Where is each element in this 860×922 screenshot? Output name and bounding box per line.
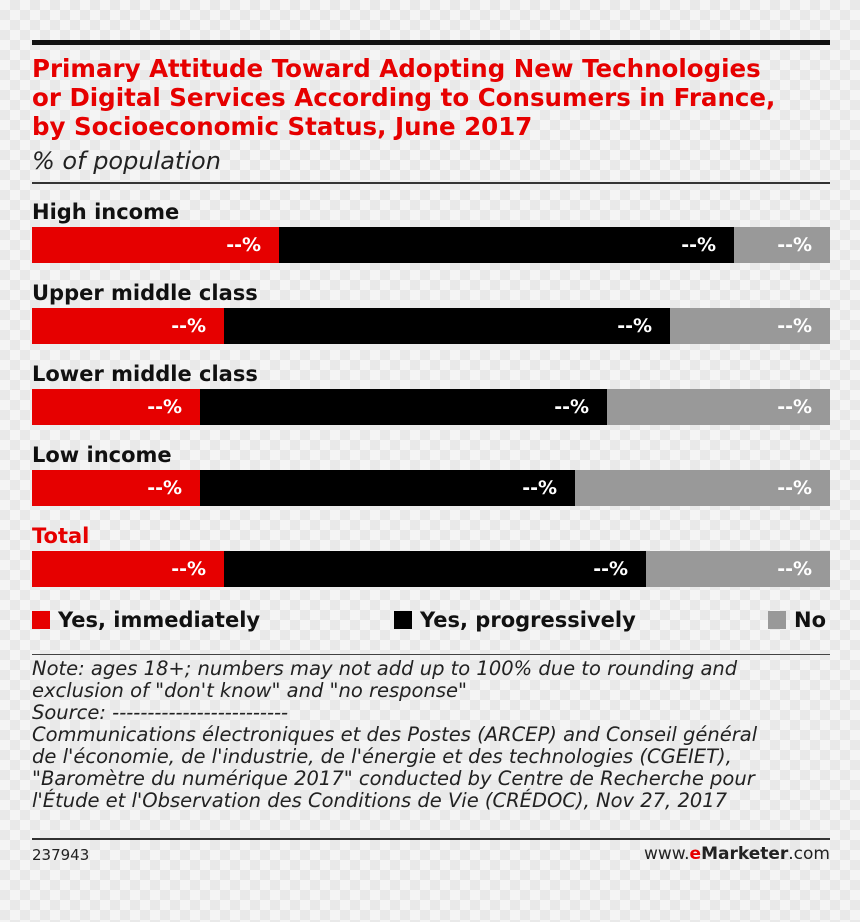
data-label: --%	[777, 234, 812, 256]
legend-item: Yes, immediately	[32, 608, 260, 632]
data-label: --%	[171, 558, 206, 580]
bar-segment: --%	[32, 308, 224, 344]
bar-segment: --%	[607, 389, 830, 425]
bar-segment: --%	[200, 389, 607, 425]
bottom-rule	[32, 838, 830, 840]
legend-label: Yes, progressively	[420, 608, 636, 632]
legend-item: No	[768, 608, 826, 632]
category-label: High income	[32, 200, 180, 224]
note-line: Note: ages 18+; numbers may not add up t…	[32, 657, 738, 680]
note-line: exclusion of "don't know" and "no respon…	[32, 679, 467, 702]
legend-swatch	[394, 611, 412, 629]
brand-suffix: .com	[788, 844, 830, 864]
chart-id: 237943	[32, 846, 90, 864]
bar-segment: --%	[32, 551, 224, 587]
subtitle-rule	[32, 182, 830, 184]
data-label: --%	[554, 396, 589, 418]
category-label: Low income	[32, 443, 172, 467]
bar-segment: --%	[575, 470, 830, 506]
bar-segment: --%	[279, 227, 734, 263]
data-label: --%	[777, 315, 812, 337]
chart-card: Primary Attitude Toward Adopting New Tec…	[32, 40, 830, 876]
source-line: Communications électroniques et des Post…	[32, 723, 758, 746]
bar-segment: --%	[646, 551, 830, 587]
bar-segment: --%	[224, 551, 646, 587]
category-label: Upper middle class	[32, 281, 258, 305]
stacked-bar: --% --% --%	[32, 227, 830, 263]
data-label: --%	[777, 558, 812, 580]
top-rule	[32, 40, 830, 45]
legend-label: No	[794, 608, 827, 632]
bar-segment: --%	[32, 470, 200, 506]
chart-subtitle: % of population	[32, 147, 221, 175]
data-label: --%	[522, 477, 557, 499]
bar-segment: --%	[32, 227, 279, 263]
data-label: --%	[777, 477, 812, 499]
stacked-bar: --% --% --%	[32, 470, 830, 506]
data-label: --%	[681, 234, 716, 256]
bar-segment: --%	[670, 308, 830, 344]
category-label: Total	[32, 524, 90, 548]
source-line: de l'économie, de l'industrie, de l'éner…	[32, 745, 732, 768]
chart-title: Primary Attitude Toward Adopting New Tec…	[32, 54, 776, 141]
data-label: --%	[617, 315, 652, 337]
legend-rule	[32, 654, 830, 655]
data-label: --%	[777, 396, 812, 418]
source-label: Source: -------------------------	[32, 701, 289, 724]
brand-prefix: www.	[643, 844, 690, 864]
data-label: --%	[593, 558, 628, 580]
source-line: l'Étude et l'Observation des Conditions …	[32, 789, 728, 812]
stacked-bar: --% --% --%	[32, 551, 830, 587]
brand-link[interactable]: www.eMarketer.com	[644, 844, 830, 864]
legend-label: Yes, immediately	[58, 608, 261, 632]
stacked-bar: --% --% --%	[32, 308, 830, 344]
stacked-bar: --% --% --%	[32, 389, 830, 425]
legend-swatch	[768, 611, 786, 629]
legend: Yes, immediately Yes, progressively No	[32, 608, 830, 634]
data-label: --%	[147, 396, 182, 418]
data-label: --%	[147, 477, 182, 499]
bar-segment: --%	[224, 308, 670, 344]
category-label: Lower middle class	[32, 362, 258, 386]
legend-swatch	[32, 611, 50, 629]
data-label: --%	[226, 234, 261, 256]
note-block: Note: ages 18+; numbers may not add up t…	[32, 658, 830, 812]
brand-name: Marketer	[701, 844, 789, 864]
bar-segment: --%	[734, 227, 830, 263]
source-line: "Baromètre du numérique 2017" conducted …	[32, 767, 755, 790]
legend-item: Yes, progressively	[394, 608, 636, 632]
bar-segment: --%	[200, 470, 575, 506]
data-label: --%	[171, 315, 206, 337]
bar-segment: --%	[32, 389, 200, 425]
brand-e: e	[689, 844, 702, 864]
